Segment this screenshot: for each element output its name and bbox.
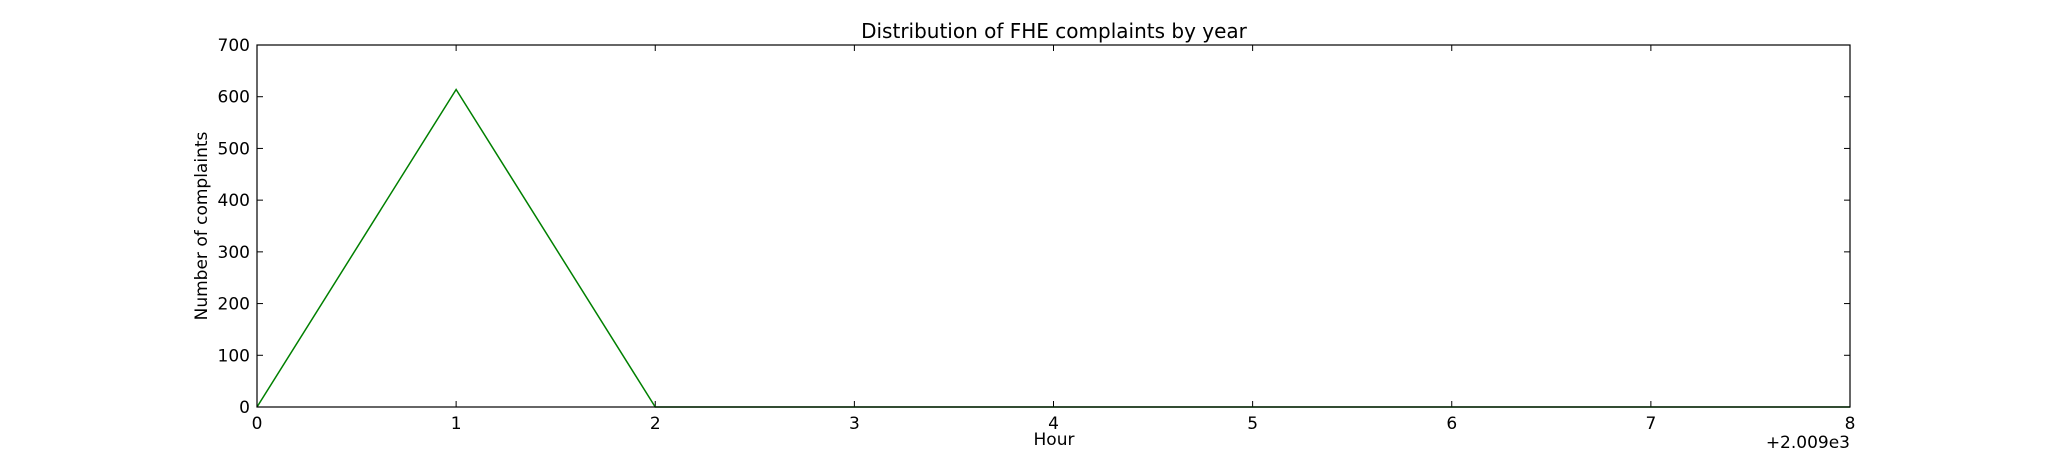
x-tick-label: 2 bbox=[650, 414, 661, 434]
y-tick-label: 0 bbox=[239, 398, 250, 418]
x-tick-label: 4 bbox=[1048, 414, 1059, 434]
x-tick-label: 0 bbox=[252, 414, 263, 434]
y-tick-label: 700 bbox=[218, 36, 250, 56]
y-axis-label: Number of complaints bbox=[192, 131, 212, 320]
x-tick-label: 5 bbox=[1247, 414, 1258, 434]
y-tick-label: 200 bbox=[218, 295, 250, 315]
x-axis-label: Hour bbox=[1034, 430, 1075, 450]
axis-ticks: 0 1 2 3 4 5 6 7 8 0 100 200 300 400 500 600 700 bbox=[218, 36, 1856, 434]
chart-title: Distribution of FHE complaints by year bbox=[861, 19, 1248, 43]
y-tick-label: 300 bbox=[218, 243, 250, 263]
plot-series bbox=[256, 88, 1850, 408]
x-tick-label: 8 bbox=[1845, 414, 1856, 434]
series-line bbox=[256, 88, 1850, 408]
x-tick-label: 3 bbox=[849, 414, 860, 434]
x-tick-label: 6 bbox=[1446, 414, 1457, 434]
x-tick-label: 7 bbox=[1645, 414, 1656, 434]
plot-frame bbox=[256, 44, 1851, 408]
x-tick-label: 1 bbox=[451, 414, 462, 434]
y-tick-label: 500 bbox=[218, 139, 250, 159]
y-tick-label: 100 bbox=[218, 346, 250, 366]
y-tick-label: 400 bbox=[218, 191, 250, 211]
y-tick-label: 600 bbox=[218, 88, 250, 108]
x-axis-offset-label: +2.009e3 bbox=[1766, 433, 1850, 450]
